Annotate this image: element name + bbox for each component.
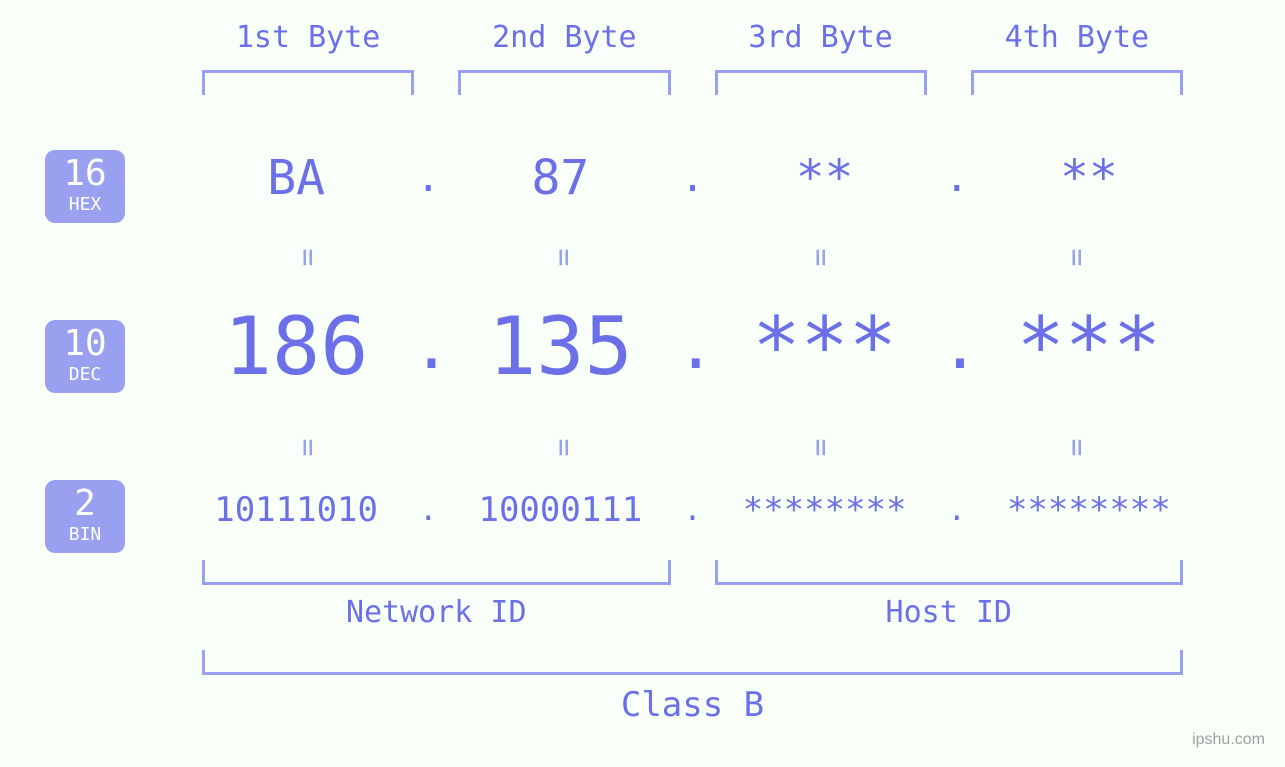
byte-header-1: 1st Byte <box>180 20 436 55</box>
radix-label-dec: DEC <box>45 364 125 385</box>
equals-icon: = <box>803 319 838 575</box>
host-id-label: Host ID <box>693 595 1206 630</box>
class-bracket <box>202 650 1183 675</box>
byte-brackets-top <box>180 70 1205 100</box>
byte-header-2: 2nd Byte <box>436 20 692 55</box>
radix-badge-hex: 16 HEX <box>45 150 125 223</box>
equals-row-1: = = = = <box>180 240 1205 275</box>
byte-headers: 1st Byte 2nd Byte 3rd Byte 4th Byte <box>180 20 1205 55</box>
separator: . <box>677 155 709 201</box>
dec-values: 186 . 135 . *** . *** <box>180 300 1205 393</box>
radix-badge-bin: 2 BIN <box>45 480 125 553</box>
hex-values: BA . 87 . ** . ** <box>180 150 1205 206</box>
bracket-top-4 <box>971 70 1183 95</box>
network-bracket <box>202 560 671 585</box>
separator: . <box>412 310 444 384</box>
equals-row-2: = = = = <box>180 430 1205 465</box>
radix-label-bin: BIN <box>45 524 125 545</box>
network-id-label: Network ID <box>180 595 693 630</box>
bin-byte-4: ******** <box>973 490 1205 530</box>
separator: . <box>941 155 973 201</box>
separator: . <box>412 155 444 201</box>
section-brackets <box>180 560 1205 590</box>
radix-badge-dec: 10 DEC <box>45 320 125 393</box>
class-label: Class B <box>180 685 1205 725</box>
byte-header-3: 3rd Byte <box>693 20 949 55</box>
bin-byte-3: ******** <box>709 490 941 530</box>
bin-values: 10111010 . 10000111 . ******** . *******… <box>180 490 1205 530</box>
equals-icon: = <box>1059 319 1094 575</box>
separator: . <box>412 493 444 528</box>
bin-byte-1: 10111010 <box>180 490 412 530</box>
separator: . <box>677 493 709 528</box>
bracket-top-2 <box>458 70 670 95</box>
radix-base-bin: 2 <box>45 486 125 522</box>
separator: . <box>941 310 973 384</box>
radix-base-dec: 10 <box>45 326 125 362</box>
radix-base-hex: 16 <box>45 156 125 192</box>
bracket-top-3 <box>715 70 927 95</box>
host-bracket <box>715 560 1184 585</box>
bracket-top-1 <box>202 70 414 95</box>
equals-icon: = <box>291 319 326 575</box>
radix-label-hex: HEX <box>45 194 125 215</box>
watermark: ipshu.com <box>1192 731 1265 749</box>
section-labels: Network ID Host ID <box>180 595 1205 630</box>
bin-byte-2: 10000111 <box>444 490 676 530</box>
separator: . <box>677 310 709 384</box>
equals-icon: = <box>547 319 582 575</box>
byte-header-4: 4th Byte <box>949 20 1205 55</box>
separator: . <box>941 493 973 528</box>
